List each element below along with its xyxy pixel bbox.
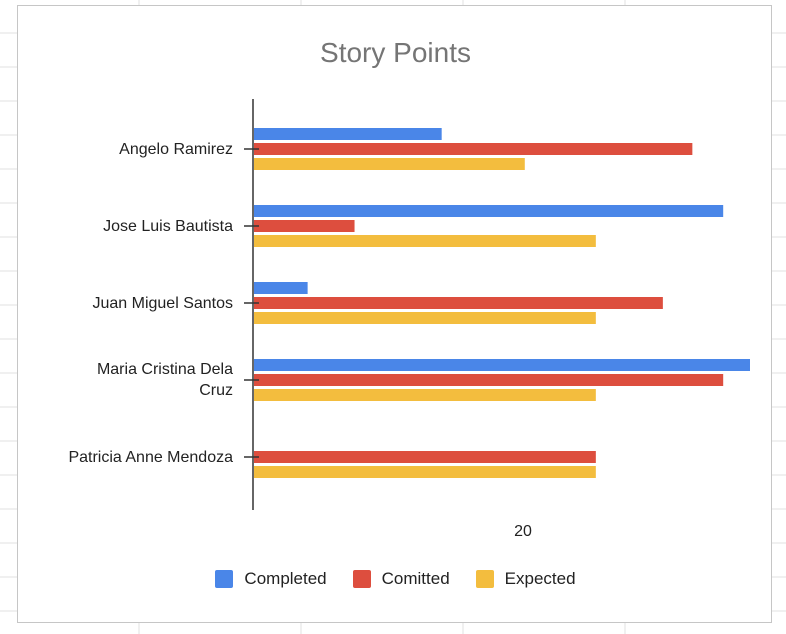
- bar-expected-4[interactable]: [254, 466, 596, 478]
- category-label: Patricia Anne Mendoza: [68, 448, 233, 466]
- legend-item-comitted[interactable]: Comitted: [352, 569, 450, 589]
- category-label: Juan Miguel Santos: [92, 294, 233, 312]
- bar-comitted-1[interactable]: [254, 220, 355, 232]
- category-label: Jose Luis Bautista: [103, 217, 233, 235]
- x-tick-label: 20: [514, 523, 532, 540]
- legend-item-expected[interactable]: Expected: [475, 569, 576, 589]
- legend-label: Expected: [504, 569, 576, 588]
- chart-title: Story Points: [320, 37, 471, 68]
- bar-expected-1[interactable]: [254, 235, 596, 247]
- bar-comitted-2[interactable]: [254, 297, 663, 309]
- bar-completed-3[interactable]: [254, 359, 750, 371]
- bar-expected-2[interactable]: [254, 312, 596, 324]
- bar-comitted-0[interactable]: [254, 143, 693, 155]
- legend-swatch: [475, 570, 494, 588]
- legend-swatch: [215, 570, 234, 588]
- legend-swatch: [352, 570, 371, 588]
- bar-completed-0[interactable]: [254, 128, 442, 140]
- chart-card[interactable]: Story Points Angelo Ramirez Jose Luis Bau…: [17, 5, 772, 623]
- bar-completed-1[interactable]: [254, 205, 724, 217]
- legend-label: Comitted: [381, 569, 450, 588]
- bar-expected-3[interactable]: [254, 389, 596, 401]
- category-label: Angelo Ramirez: [119, 140, 233, 158]
- legend-label: Completed: [244, 569, 327, 588]
- bar-completed-2[interactable]: [254, 282, 308, 294]
- plot-area: 20: [244, 99, 750, 540]
- legend-item-completed[interactable]: Completed: [215, 569, 327, 589]
- legend: Completed Comitted Expected: [18, 569, 773, 589]
- bar-comitted-4[interactable]: [254, 451, 596, 463]
- bar-comitted-3[interactable]: [254, 374, 724, 386]
- category-label: Maria Cristina Dela Cruz: [96, 361, 233, 399]
- bar-expected-0[interactable]: [254, 158, 525, 170]
